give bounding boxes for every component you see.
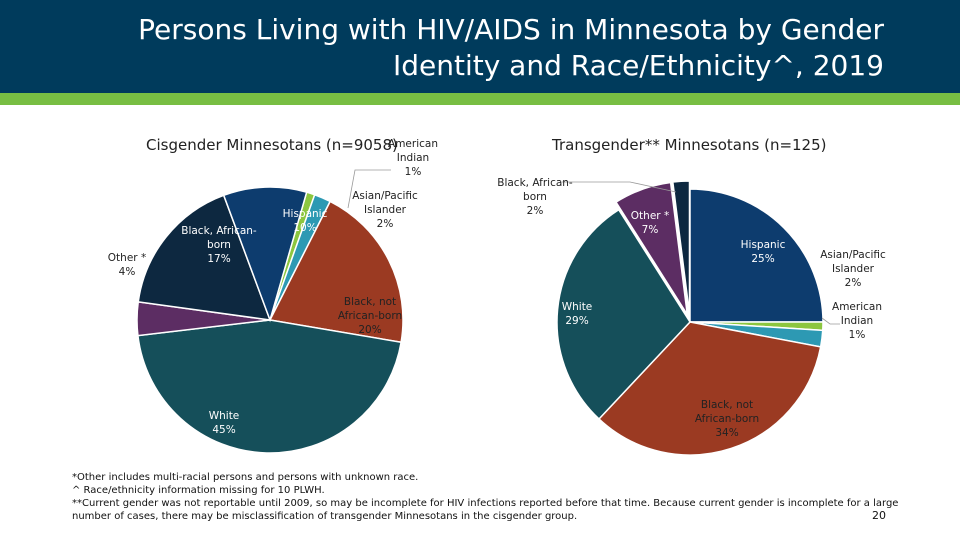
pie-slice-black-not-african-born [268, 200, 404, 344]
pie-slice-hispanic [222, 186, 308, 323]
pie-label-white: White 45% [209, 410, 240, 436]
pie-slice-black-not-african-born [597, 321, 822, 456]
pie-label-asian-pacific-islander: Asian/Pacific Islander 2% [820, 249, 886, 289]
pie-label-asian-pacific-islander: Asian/Pacific Islander 2% [352, 190, 418, 230]
cisgender-pie: American Indian 1% Asian/Pacific Islander 2% B… [108, 138, 438, 454]
pie-label-white: White 29% [562, 301, 593, 327]
footnote-race-missing: ^ Race/ethnicity information missing for… [72, 485, 325, 496]
page-number: 20 [872, 509, 886, 522]
pie-slice-white [556, 208, 691, 421]
title-banner [0, 0, 960, 93]
pie-label-american-indian: American Indian 1% [832, 301, 882, 341]
pie-slice-black-african-born [137, 194, 272, 321]
slide-title: Persons Living with HIV/AIDS in Minnesot… [138, 13, 884, 82]
leader-line-american-indian [347, 169, 391, 209]
pie-label-american-indian: American Indian 1% [388, 138, 438, 178]
pie-slice-white [137, 319, 402, 454]
pie-label-other: Other * 4% [108, 252, 146, 278]
leader-line-american-indian [821, 317, 840, 325]
title-accent-stripe [0, 93, 960, 105]
cisgender-chart-title: Cisgender Minnesotans (n=9058) [146, 136, 398, 154]
pie-slice-other [614, 181, 689, 315]
pie-label-other: Other * 7% [631, 210, 669, 236]
leader-line-black-african-born [562, 181, 677, 193]
footnote-gender-reporting: **Current gender was not reportable unti… [72, 498, 899, 509]
footnote-other: *Other includes multi-racial persons and… [72, 472, 419, 483]
footnotes: *Other includes multi-racial persons and… [72, 471, 899, 523]
footnote-misclassification: number of cases, there may be misclassif… [72, 511, 578, 522]
pie-label-black-african-born: Black, African-born 17% [181, 225, 257, 265]
transgender-pie: Hispanic 25% American Indian 1% Asian/Pacific… [497, 177, 886, 456]
pie-label-black-not-african-born: Black, not African-born 34% [695, 399, 759, 439]
pie-label-hispanic: Hispanic 10% [283, 208, 328, 234]
pie-slice-black-african-born [671, 180, 691, 315]
pie-slice-hispanic [689, 188, 824, 323]
pie-label-hispanic: Hispanic 25% [741, 239, 786, 265]
pie-label-black-not-african-born: Black, not African-born 20% [338, 296, 402, 336]
transgender-chart-title: Transgender** Minnesotans (n=125) [552, 136, 827, 154]
pie-label-black-african-born: Black, African-born 2% [497, 177, 573, 217]
